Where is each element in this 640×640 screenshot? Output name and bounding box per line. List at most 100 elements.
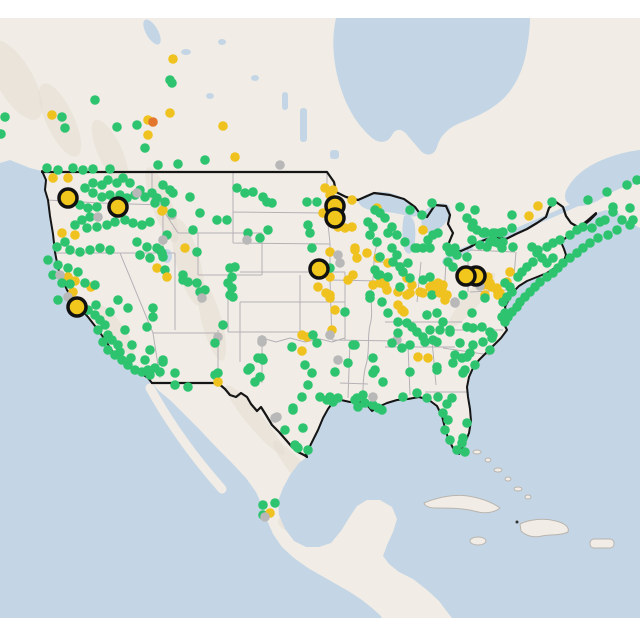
station-dot[interactable] xyxy=(325,293,335,303)
station-dot[interactable] xyxy=(48,270,58,280)
station-dot[interactable] xyxy=(330,367,340,377)
station-dot[interactable] xyxy=(438,408,448,418)
station-dot[interactable] xyxy=(123,303,133,313)
station-dot[interactable] xyxy=(485,345,495,355)
station-dot[interactable] xyxy=(505,267,515,277)
station-dot[interactable] xyxy=(508,242,518,252)
station-dot[interactable] xyxy=(392,230,402,240)
station-dot[interactable] xyxy=(425,325,435,335)
highlighted-station-marker[interactable] xyxy=(455,265,477,287)
station-dot[interactable] xyxy=(305,228,315,238)
highlighted-station-marker[interactable] xyxy=(66,296,88,318)
station-dot[interactable] xyxy=(443,415,453,425)
station-dot[interactable] xyxy=(467,235,477,245)
station-dot[interactable] xyxy=(80,278,90,288)
station-dot[interactable] xyxy=(135,250,145,260)
station-dot[interactable] xyxy=(368,222,378,232)
station-dot[interactable] xyxy=(126,353,136,363)
station-dot[interactable] xyxy=(200,155,210,165)
station-dot[interactable] xyxy=(325,330,335,340)
station-dot[interactable] xyxy=(462,418,472,428)
station-dot[interactable] xyxy=(105,164,115,174)
station-dot[interactable] xyxy=(440,295,450,305)
station-dot[interactable] xyxy=(170,380,180,390)
station-dot[interactable] xyxy=(313,282,323,292)
station-dot[interactable] xyxy=(0,129,6,139)
station-dot[interactable] xyxy=(565,253,575,263)
station-dot[interactable] xyxy=(422,310,432,320)
station-dot[interactable] xyxy=(88,188,98,198)
station-dot[interactable] xyxy=(57,228,67,238)
station-dot[interactable] xyxy=(213,368,223,378)
station-dot[interactable] xyxy=(192,278,202,288)
station-dot[interactable] xyxy=(427,290,437,300)
station-dot[interactable] xyxy=(302,197,312,207)
station-dot[interactable] xyxy=(53,295,63,305)
station-dot[interactable] xyxy=(330,305,340,315)
station-dot[interactable] xyxy=(533,201,543,211)
station-dot[interactable] xyxy=(57,112,67,122)
station-dot[interactable] xyxy=(60,237,70,247)
station-dot[interactable] xyxy=(298,423,308,433)
station-dot[interactable] xyxy=(260,512,270,522)
station-dot[interactable] xyxy=(448,358,458,368)
station-dot[interactable] xyxy=(375,252,385,262)
station-dot[interactable] xyxy=(312,197,322,207)
station-dot[interactable] xyxy=(118,173,128,183)
station-dot[interactable] xyxy=(143,365,153,375)
station-dot[interactable] xyxy=(418,275,428,285)
station-dot[interactable] xyxy=(300,360,310,370)
station-dot[interactable] xyxy=(468,340,478,350)
station-dot[interactable] xyxy=(478,337,488,347)
station-dot[interactable] xyxy=(415,287,425,297)
station-dot[interactable] xyxy=(470,205,480,215)
station-dot[interactable] xyxy=(328,397,338,407)
station-dot[interactable] xyxy=(100,320,110,330)
station-dot[interactable] xyxy=(352,253,362,263)
station-dot[interactable] xyxy=(132,120,142,130)
station-dot[interactable] xyxy=(160,197,170,207)
station-dot[interactable] xyxy=(257,335,267,345)
station-dot[interactable] xyxy=(280,425,290,435)
station-dot[interactable] xyxy=(468,323,478,333)
station-dot[interactable] xyxy=(612,225,622,235)
station-dot[interactable] xyxy=(105,245,115,255)
station-dot[interactable] xyxy=(423,353,433,363)
station-dot[interactable] xyxy=(462,252,472,262)
station-dot[interactable] xyxy=(524,211,534,221)
station-dot[interactable] xyxy=(255,233,265,243)
station-dot[interactable] xyxy=(77,215,87,225)
station-dot[interactable] xyxy=(450,298,460,308)
station-dot[interactable] xyxy=(440,425,450,435)
station-dot[interactable] xyxy=(387,243,397,253)
station-dot[interactable] xyxy=(347,222,357,232)
station-dot[interactable] xyxy=(188,225,198,235)
station-dot[interactable] xyxy=(425,282,435,292)
station-dot[interactable] xyxy=(445,435,455,445)
station-dot[interactable] xyxy=(328,185,338,195)
station-dot[interactable] xyxy=(493,290,503,300)
station-dot[interactable] xyxy=(375,278,385,288)
station-dot[interactable] xyxy=(65,245,75,255)
station-dot[interactable] xyxy=(410,243,420,253)
station-dot[interactable] xyxy=(585,238,595,248)
station-dot[interactable] xyxy=(307,243,317,253)
station-dot[interactable] xyxy=(513,272,523,282)
station-dot[interactable] xyxy=(303,220,313,230)
station-dot[interactable] xyxy=(158,355,168,365)
station-dot[interactable] xyxy=(325,247,335,257)
station-dot[interactable] xyxy=(372,237,382,247)
station-dot[interactable] xyxy=(113,295,123,305)
station-dot[interactable] xyxy=(152,263,162,273)
station-dot[interactable] xyxy=(145,253,155,263)
station-dot[interactable] xyxy=(565,230,575,240)
station-dot[interactable] xyxy=(230,152,240,162)
station-dot[interactable] xyxy=(0,112,10,122)
station-dot[interactable] xyxy=(165,108,175,118)
station-dot[interactable] xyxy=(93,212,103,222)
station-dot[interactable] xyxy=(587,223,597,233)
station-dot[interactable] xyxy=(362,248,372,258)
station-dot[interactable] xyxy=(127,340,137,350)
station-dot[interactable] xyxy=(428,230,438,240)
station-dot[interactable] xyxy=(405,340,415,350)
